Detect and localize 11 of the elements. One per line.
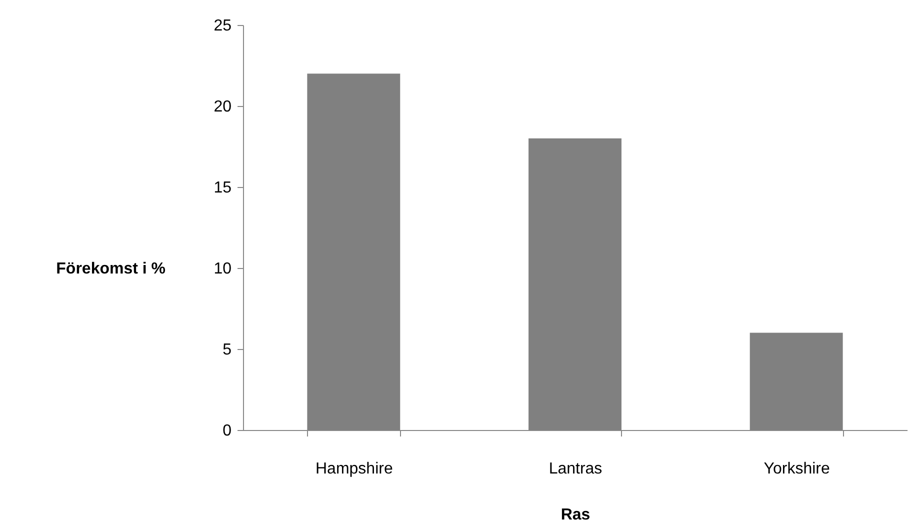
y-tick-label: 5: [222, 342, 232, 358]
x-tick-label: Hampshire: [315, 460, 393, 478]
y-tick-label: 25: [214, 18, 232, 34]
x-tick-label: Yorkshire: [764, 460, 830, 478]
y-tick-label: 15: [214, 180, 232, 196]
y-tick-label: 10: [214, 260, 232, 278]
x-axis-title: Ras: [560, 506, 590, 524]
y-tick-label: 0: [222, 422, 232, 440]
y-tick-label: 20: [214, 98, 232, 116]
y-axis-title: Förekomst i %: [56, 260, 166, 278]
x-tick-label: Lantras: [548, 460, 602, 478]
